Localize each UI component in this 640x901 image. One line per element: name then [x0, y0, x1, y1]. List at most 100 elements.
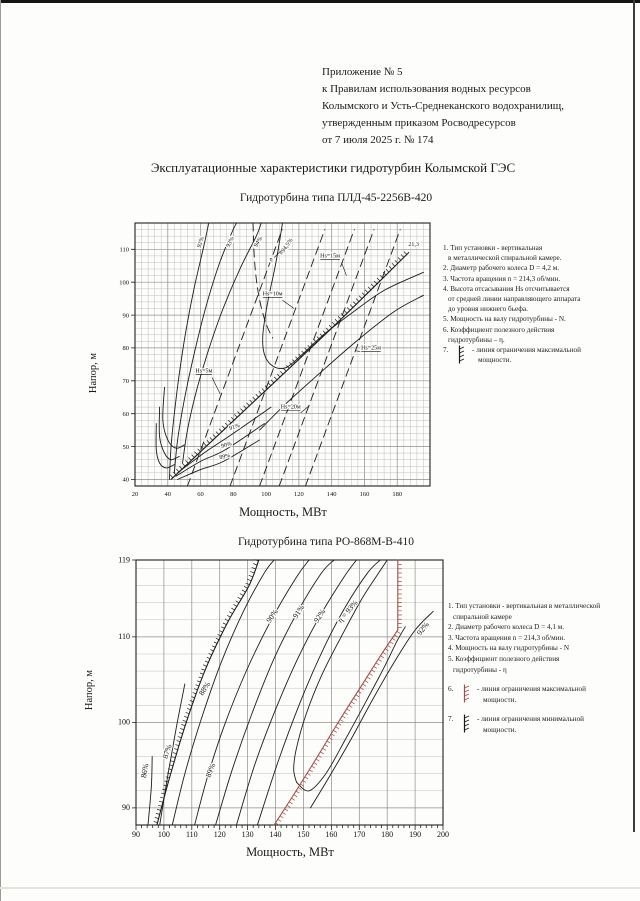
efficiency-curve: [173, 222, 238, 474]
curve-label: 92%: [415, 620, 431, 637]
y-tick-label: 119: [118, 555, 130, 564]
efficiency-curve: [182, 222, 262, 464]
efficiency-curve: [171, 559, 275, 826]
curve-label: Hs=15м: [320, 254, 340, 260]
x-tick-label: 150: [297, 830, 309, 839]
plot-border: [135, 559, 444, 826]
label-leader: [355, 350, 361, 353]
note-line: 1. Тип установки - вертикальная: [443, 244, 543, 252]
x-tick-label: 160: [325, 830, 337, 839]
x-tick-label: 90: [132, 830, 140, 839]
label-leader: [274, 250, 282, 258]
x-tick-label: 110: [186, 830, 198, 839]
x-tick-label: 140: [270, 830, 282, 839]
y-tick-label: 110: [118, 632, 130, 641]
scan-edge-right: [633, 0, 635, 832]
y-tick-label: 80: [123, 345, 130, 352]
suction-height-line: [278, 229, 375, 487]
x-tick-label: 190: [409, 830, 421, 839]
curve-label: η = 93%: [336, 598, 360, 625]
x-tick-label: 120: [294, 491, 304, 498]
axis-ticks: [131, 248, 135, 480]
power-limit-line: [170, 252, 410, 480]
hatch-ticks: [153, 559, 259, 823]
note-line: 5. Мощность на валу гидротурбины - N.: [443, 315, 566, 324]
note-line: от средней линии направляющего аппарата: [448, 295, 581, 304]
curve-label: 21,3: [408, 242, 419, 248]
chart1-x-axis-label: Мощность, МВт: [239, 505, 327, 519]
note-line: 1. Тип установки - вертикальная в металл…: [448, 602, 601, 610]
x-tick-label: 140: [327, 491, 337, 498]
note-line: 2. Диаметр рабочего колеса D = 4,1 м.: [448, 623, 565, 632]
note-line: 6. Коэффициент полезного действия: [443, 325, 555, 334]
note-text: - линия ограничения максимальной мощности…: [472, 346, 581, 365]
note-line: 3. Частота вращения n = 214,3 об/мин.: [448, 633, 566, 642]
chart1-notes: 1. Тип установки - вертикальная в металли…: [443, 243, 635, 365]
note-line: в металлической спиральной камере.: [448, 254, 562, 263]
curve-label: 90%: [264, 607, 280, 624]
note-line: до уровня нижнего бьефа.: [448, 305, 528, 314]
efficiency-curve: [162, 386, 185, 449]
chart1-y-axis-label: Напор, м: [88, 352, 99, 394]
curve-label: Hs=5м: [195, 369, 212, 375]
header-line: Приложение № 5: [322, 66, 403, 78]
label-leader: [282, 300, 295, 309]
scan-edge-top: [0, 0, 640, 3]
note-line: гидротурбины - η: [453, 665, 507, 674]
note-line: 3. Частота вращения n = 214,3 об/мин.: [443, 274, 561, 283]
note-line: 6. - линия ограничения максимальной мощнос…: [448, 684, 636, 705]
y-tick-label: 60: [123, 411, 130, 418]
max-power-limit-icon: [463, 684, 470, 703]
y-tick-label: 50: [123, 444, 130, 451]
note-line: 4. Высота отсасывания Hs отсчитывается: [443, 284, 570, 293]
x-tick-label: 100: [158, 830, 170, 839]
x-tick-label: 200: [437, 830, 449, 839]
scan-edge-bottom: [0, 887, 640, 889]
note-line: спиральной камере: [453, 612, 512, 621]
hatch-ticks: [169, 251, 408, 478]
y-tick-label: 40: [123, 477, 130, 484]
y-tick-label: 100: [118, 718, 130, 727]
curve-label: 92%: [312, 607, 328, 624]
chart2-x-axis-label: Мощность, МВт: [246, 845, 334, 859]
note-line: 7. - линия ограничения минимальной мощност…: [448, 714, 636, 735]
curve-label: 86%: [139, 762, 150, 778]
x-tick-label: 60: [197, 491, 204, 498]
label-leader: [211, 377, 221, 395]
efficiency-curve: [296, 626, 406, 792]
document-header: Приложение № 5 к Правилам использования …: [322, 64, 564, 149]
power-limit-line: [156, 559, 260, 826]
x-tick-label: 40: [165, 491, 172, 498]
note-number: 6.: [448, 685, 454, 694]
x-tick-label: 120: [214, 830, 226, 839]
y-tick-label: 110: [119, 247, 129, 254]
header-line: утвержденным приказом Росводресурсов: [322, 117, 516, 129]
header-line: Колымского и Усть-Среднеканского водохра…: [322, 100, 565, 112]
curve-label: Hs=20м: [281, 405, 301, 411]
grid-major: [135, 223, 430, 486]
efficiency-curve: [215, 559, 335, 826]
x-tick-label: 180: [381, 830, 393, 839]
x-tick-label: 130: [242, 830, 254, 839]
efficiency-curve: [147, 756, 153, 826]
hatch-ticks: [397, 560, 402, 628]
chart2-plot: 90 100 110 119 90 100 110 120 130 140 150 160 170 180…: [118, 555, 449, 839]
curve-label: Hs=25м: [361, 346, 381, 352]
efficiency-curve: [177, 439, 261, 480]
y-tick-label: 70: [123, 378, 130, 385]
y-tick-label: 100: [119, 279, 129, 286]
efficiency-curve: [175, 423, 265, 477]
curve-label: 91%: [291, 603, 307, 620]
suction-height-line: [259, 229, 355, 487]
x-tick-label: 180: [392, 491, 402, 498]
suction-height-line: [252, 222, 274, 339]
x-tick-label: 20: [132, 491, 139, 498]
hatch-ticks: [275, 631, 401, 826]
efficiency-curve: [155, 423, 175, 469]
curve-label: 94%: [253, 236, 264, 249]
chart1-title: Гидротурбина типа ПЛД-45-2256В-420: [239, 192, 433, 204]
page-title: Эксплуатационные характеристики гидротур…: [150, 160, 516, 175]
max-power-limit-icon: [458, 345, 465, 364]
